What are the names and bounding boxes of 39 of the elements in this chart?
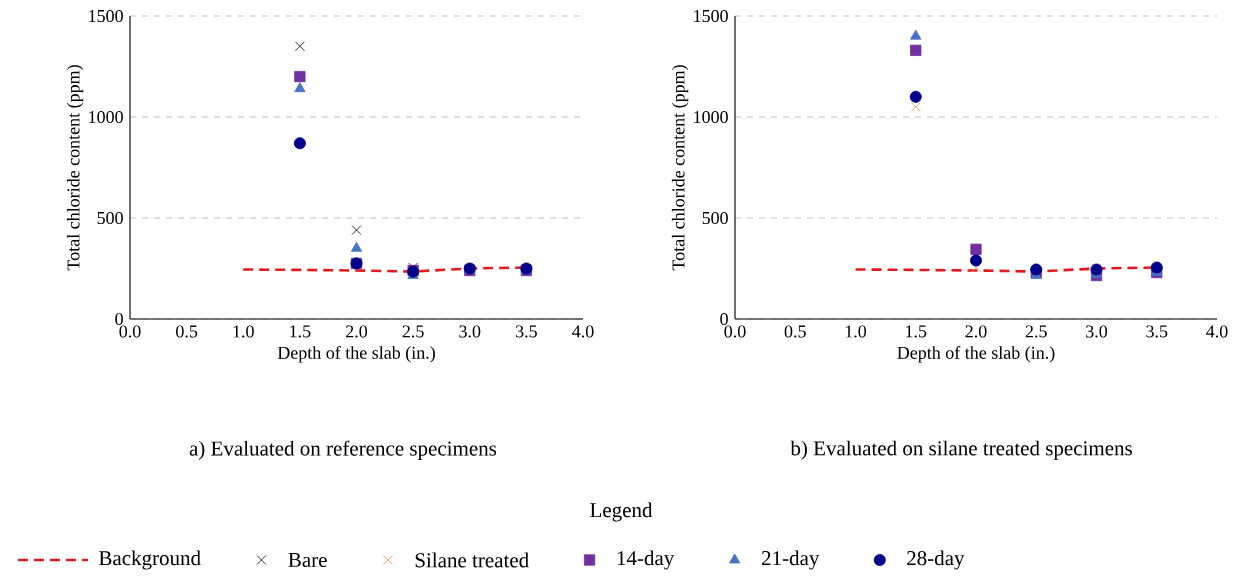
- x-tick-label: 3.5: [1146, 325, 1168, 338]
- legend-label: 28-day: [907, 550, 965, 570]
- y-axis-title: Total chloride content (ppm): [671, 65, 689, 271]
- y-tick-label: 0: [115, 312, 123, 326]
- y-tick-label: 500: [702, 211, 728, 225]
- x-tick-label: 4.0: [1206, 325, 1228, 338]
- x-tick-label: 3.0: [1086, 325, 1108, 338]
- x-tick-label: 1.0: [845, 325, 867, 338]
- legend-label: Silane treated: [415, 552, 529, 568]
- x-tick-label: 2.5: [402, 325, 424, 338]
- x-axis-title: Depth of the slab (in.): [277, 346, 435, 363]
- legend-label: 21-day: [761, 550, 820, 570]
- x-tick-label: 3.5: [515, 325, 537, 338]
- legend-label: 14-day: [617, 550, 675, 570]
- x-tick-label: 0.0: [119, 325, 141, 338]
- y-tick-label: 1000: [89, 110, 123, 124]
- x-tick-label: 0.0: [724, 325, 746, 338]
- x-tick-label: 1.5: [290, 325, 311, 338]
- x-tick-label: 3.0: [459, 325, 481, 338]
- x-tick-label: 1.0: [233, 325, 254, 338]
- x-tick-label: 2.0: [965, 325, 987, 338]
- y-tick-label: 0: [720, 312, 728, 326]
- legend-label: Background: [99, 550, 201, 570]
- y-tick-label: 1500: [694, 9, 728, 23]
- x-tick-label: 1.5: [906, 325, 927, 338]
- text: b) Evaluated on silane treated specimens: [790, 440, 1132, 460]
- y-tick-label: 500: [97, 211, 123, 225]
- y-tick-label: 1500: [89, 9, 123, 23]
- legend-title: Legend: [590, 502, 653, 522]
- x-tick-label: 0.5: [784, 325, 806, 338]
- x-tick-label: 2.0: [346, 325, 368, 338]
- x-tick-label: 2.5: [1025, 325, 1047, 338]
- x-tick-label: 4.0: [572, 325, 594, 338]
- text: a) Evaluated on reference specimens: [189, 440, 497, 460]
- x-axis-title: Depth of the slab (in.): [897, 346, 1055, 363]
- x-tick-label: 0.5: [176, 325, 198, 338]
- y-tick-label: 1000: [694, 110, 728, 124]
- legend-label: Bare: [288, 553, 327, 567]
- y-axis-title: Total chloride content (ppm): [66, 65, 84, 271]
